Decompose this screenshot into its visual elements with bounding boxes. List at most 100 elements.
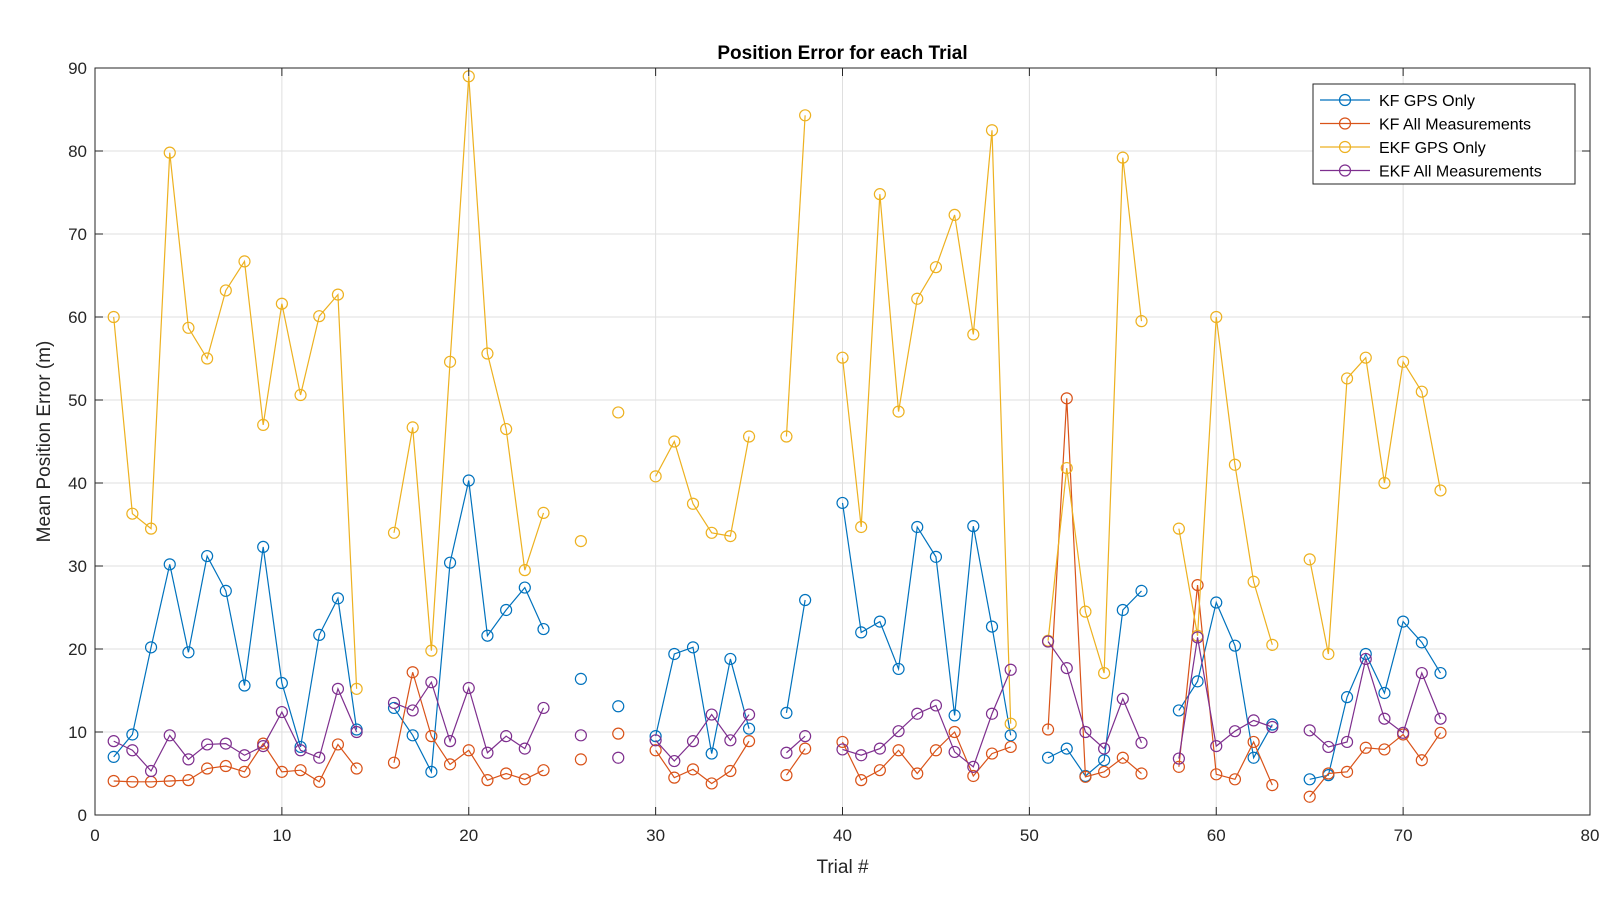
data-point-kf-gps-only bbox=[518, 581, 531, 594]
data-point-ekf-all-measurements bbox=[948, 745, 961, 759]
data-point-kf-gps-only bbox=[892, 662, 905, 676]
data-point-kf-gps-only bbox=[1191, 675, 1204, 688]
data-point-ekf-all-measurements bbox=[201, 738, 214, 751]
legend-marker-ekf-gps-only bbox=[1338, 140, 1352, 154]
data-point-ekf-all-measurements bbox=[1135, 736, 1148, 749]
series-line-kf-gps-only bbox=[393, 480, 545, 774]
data-point-kf-all-measurements bbox=[1266, 779, 1279, 792]
data-point-kf-all-measurements bbox=[855, 774, 868, 787]
data-point-ekf-gps-only bbox=[537, 506, 550, 519]
data-point-ekf-gps-only bbox=[1340, 372, 1354, 385]
data-point-ekf-all-measurements bbox=[462, 681, 475, 695]
data-point-ekf-all-measurements bbox=[331, 682, 345, 695]
data-point-ekf-gps-only bbox=[929, 261, 943, 274]
data-point-ekf-gps-only bbox=[1098, 666, 1111, 680]
data-point-ekf-gps-only bbox=[331, 288, 345, 301]
data-point-ekf-all-measurements bbox=[780, 746, 793, 759]
data-point-ekf-all-measurements bbox=[612, 751, 625, 764]
data-point-kf-gps-only bbox=[406, 729, 419, 742]
data-point-kf-all-measurements bbox=[1247, 735, 1260, 749]
data-point-ekf-gps-only bbox=[1228, 458, 1242, 471]
data-point-ekf-gps-only bbox=[1359, 351, 1372, 364]
x-tick-label: 50 bbox=[1020, 826, 1039, 845]
x-tick-label: 30 bbox=[646, 826, 665, 845]
data-point-kf-gps-only bbox=[257, 540, 270, 554]
series-line-ekf-all-measurements bbox=[1309, 656, 1442, 748]
data-point-ekf-all-measurements bbox=[1415, 666, 1428, 680]
data-point-kf-all-measurements bbox=[1135, 767, 1148, 780]
data-point-kf-gps-only bbox=[275, 676, 288, 690]
data-point-kf-all-measurements bbox=[574, 753, 587, 766]
data-point-ekf-gps-only bbox=[724, 530, 737, 543]
data-point-ekf-all-measurements bbox=[967, 760, 980, 773]
series-layer bbox=[107, 70, 1447, 803]
series-line-ekf-gps-only bbox=[1047, 157, 1143, 674]
legend-item-ekf-all-measurements: EKF All Measurements bbox=[1320, 164, 1542, 181]
data-point-ekf-gps-only bbox=[574, 534, 587, 548]
data-point-ekf-all-measurements bbox=[686, 735, 700, 748]
data-point-kf-gps-only bbox=[313, 628, 326, 641]
series-line-kf-all-measurements bbox=[113, 742, 358, 783]
data-point-kf-gps-only bbox=[1116, 603, 1129, 617]
data-point-kf-gps-only bbox=[238, 679, 251, 692]
series-line-ekf-gps-only bbox=[655, 436, 750, 537]
data-point-kf-gps-only bbox=[163, 558, 176, 571]
x-tick-label: 80 bbox=[1581, 826, 1600, 845]
data-point-ekf-all-measurements bbox=[873, 742, 886, 755]
data-point-kf-all-measurements bbox=[443, 758, 457, 771]
data-point-kf-gps-only bbox=[799, 593, 812, 607]
chart-title: Position Error for each Trial bbox=[717, 43, 967, 64]
data-point-kf-gps-only bbox=[1135, 584, 1148, 598]
data-point-kf-gps-only bbox=[1041, 751, 1055, 764]
series-line-ekf-all-measurements bbox=[393, 680, 545, 754]
data-point-ekf-gps-only bbox=[1322, 647, 1335, 661]
data-point-kf-all-measurements bbox=[1098, 765, 1111, 778]
x-axis-label: Trial # bbox=[816, 857, 869, 878]
data-point-kf-all-measurements bbox=[1359, 741, 1372, 754]
data-point-kf-all-measurements bbox=[462, 744, 475, 757]
data-point-ekf-all-measurements bbox=[799, 730, 812, 743]
data-point-ekf-all-measurements bbox=[518, 742, 531, 755]
data-point-ekf-all-measurements bbox=[500, 730, 513, 743]
data-point-ekf-gps-only bbox=[425, 644, 438, 657]
data-point-ekf-all-measurements bbox=[1378, 712, 1391, 725]
data-point-ekf-all-measurements bbox=[219, 737, 232, 750]
data-point-ekf-all-measurements bbox=[1116, 692, 1129, 705]
data-point-kf-all-measurements bbox=[1041, 723, 1055, 736]
data-point-ekf-all-measurements bbox=[1004, 663, 1017, 676]
data-point-kf-all-measurements bbox=[649, 744, 662, 757]
legend-box bbox=[1312, 83, 1576, 185]
data-point-ekf-gps-only bbox=[443, 355, 457, 368]
data-point-ekf-all-measurements bbox=[1172, 752, 1185, 765]
data-point-ekf-gps-only bbox=[144, 522, 158, 535]
legend-label-ekf-all-measurements: EKF All Measurements bbox=[1379, 164, 1542, 181]
data-point-ekf-gps-only bbox=[668, 435, 681, 448]
data-point-ekf-all-measurements bbox=[1079, 725, 1092, 739]
data-point-ekf-gps-only bbox=[836, 351, 849, 364]
data-point-kf-gps-only bbox=[1415, 636, 1428, 649]
data-point-kf-gps-only bbox=[742, 722, 756, 735]
data-point-ekf-gps-only bbox=[1172, 522, 1185, 535]
data-point-ekf-gps-only bbox=[967, 328, 980, 341]
data-point-kf-all-measurements bbox=[201, 762, 214, 775]
data-point-kf-all-measurements bbox=[1191, 578, 1204, 592]
data-point-ekf-gps-only bbox=[107, 310, 120, 324]
data-point-ekf-gps-only bbox=[1303, 553, 1316, 566]
data-point-ekf-gps-only bbox=[182, 321, 195, 334]
data-point-ekf-gps-only bbox=[1247, 575, 1260, 588]
data-point-kf-gps-only bbox=[855, 626, 868, 639]
data-point-ekf-all-measurements bbox=[649, 734, 662, 747]
legend-label-kf-gps-only: KF GPS Only bbox=[1379, 93, 1475, 110]
data-point-kf-all-measurements bbox=[163, 774, 176, 788]
y-tick-label: 70 bbox=[68, 225, 87, 244]
data-point-ekf-gps-only bbox=[1116, 151, 1129, 164]
data-point-kf-gps-only bbox=[1434, 666, 1447, 680]
series-ekf-all-measurements bbox=[107, 631, 1447, 778]
data-point-ekf-gps-only bbox=[1434, 484, 1447, 497]
data-point-kf-gps-only bbox=[780, 706, 793, 720]
data-point-ekf-gps-only bbox=[313, 310, 326, 323]
data-point-kf-all-measurements bbox=[686, 763, 700, 776]
data-point-kf-all-measurements bbox=[425, 730, 438, 743]
grid-layer bbox=[95, 68, 1590, 815]
data-point-ekf-all-measurements bbox=[443, 735, 457, 748]
